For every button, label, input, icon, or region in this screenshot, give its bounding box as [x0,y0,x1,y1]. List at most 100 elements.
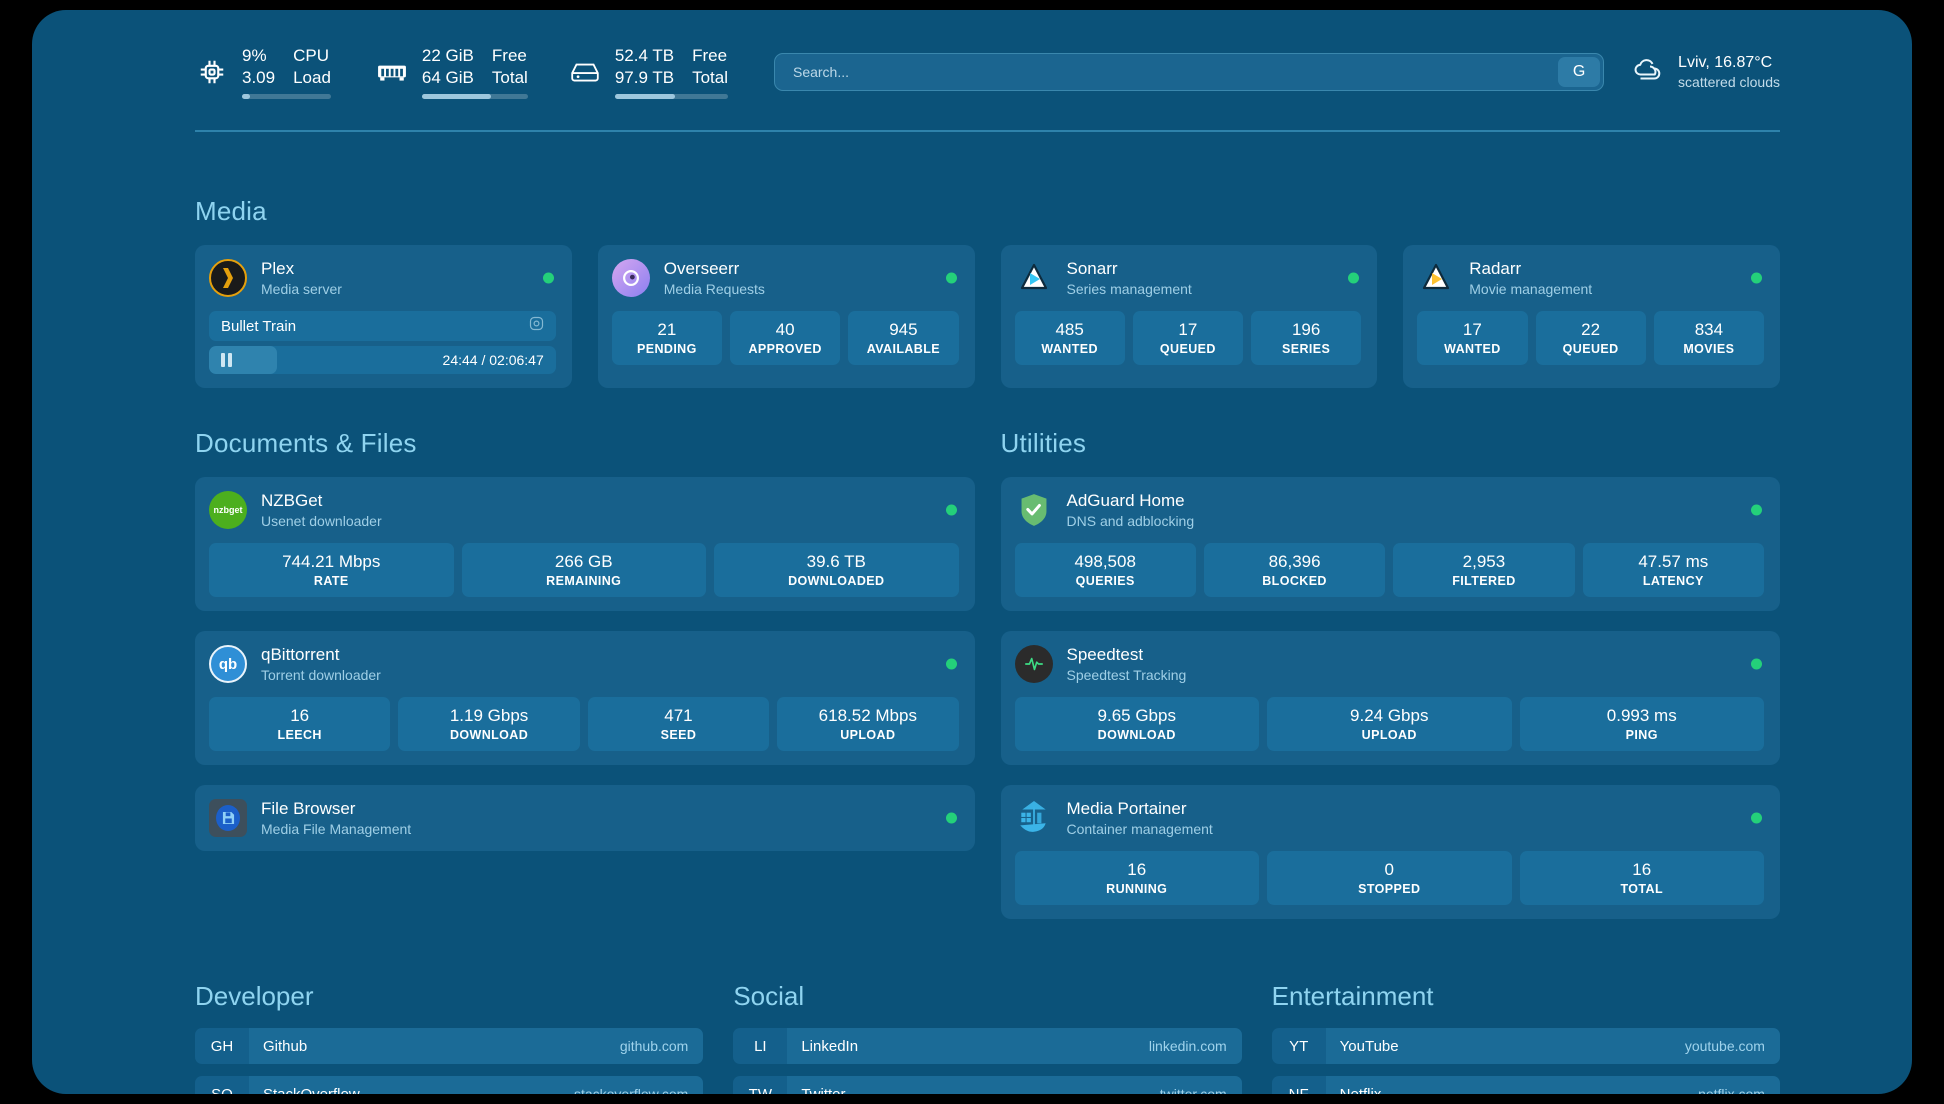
disk-usage-bar [614,94,728,99]
gear-icon[interactable] [529,316,544,336]
bookmark-url: youtube.com [1684,1038,1765,1054]
stat-cell: 17 WANTED [1417,311,1528,365]
bookmark-url: linkedin.com [1148,1038,1227,1054]
stat-value: 498,508 [1074,552,1136,571]
status-badge [945,658,957,670]
cpu-stat-group: 9% 3.09 CPU Load [195,45,331,99]
status-badge [945,272,957,284]
disk-free-value: 52.4 TB [614,46,675,65]
service-card-qbittorrent[interactable]: qb qBittorrent Torrent downloader 16 LEE… [195,631,975,765]
weather-condition: scattered clouds [1678,74,1780,90]
portainer-icon [1015,799,1053,837]
service-card-plex[interactable]: Plex Media server Bullet Train [195,245,572,388]
stat-cell: 21 PENDING [611,311,722,365]
memory-label-bottom: Total [491,68,528,87]
cpu-label-top: CPU [293,46,329,65]
bookmark-abbr: GH [195,1028,249,1064]
stat-label: SERIES [1282,342,1331,356]
stat-cell: 266 GB REMAINING [461,543,706,597]
bookmark-name: Netflix [1339,1085,1382,1095]
stat-label: REMAINING [546,574,622,588]
weather-location-temp: Lviv, 16.87°C [1678,54,1773,71]
stat-cell: 744.21 Mbps RATE [209,543,454,597]
service-card-filebrowser[interactable]: File Browser Media File Management [195,785,975,851]
service-card-speedtest[interactable]: Speedtest Speedtest Tracking 9.65 Gbps D… [1000,631,1780,765]
stat-cell: 196 SERIES [1251,311,1362,365]
bookmark-url: github.com [619,1038,689,1054]
bookmark-link[interactable]: SO StackOverflow stackoverflow.com [195,1076,704,1094]
stat-value: 16 [1127,860,1147,879]
stat-value: 834 [1694,320,1724,339]
service-desc: Media Requests [663,281,765,297]
stat-cell: 16 TOTAL [1519,851,1764,905]
pause-icon[interactable] [221,353,232,367]
status-badge [945,812,957,824]
now-playing-title: Bullet Train [221,317,297,335]
service-card-radarr[interactable]: Radarr Movie management 17 WANTED 22 QUE… [1403,245,1780,388]
stat-cell: 9.24 Gbps UPLOAD [1267,697,1512,751]
stat-cell: 17 QUEUED [1132,311,1243,365]
bookmark-group-title: Developer [195,981,314,1011]
service-card-overseerr[interactable]: Overseerr Media Requests 21 PENDING 40 A… [597,245,975,388]
stat-label: PENDING [636,342,697,356]
stat-value: 485 [1055,320,1084,339]
stat-value: 2,953 [1462,552,1506,571]
disk-total-value: 97.9 TB [614,68,675,87]
bookmark-link[interactable]: TW Twitter twitter.com [733,1076,1242,1095]
service-card-nzbget[interactable]: nzbget NZBGet Usenet downloader 744.21 M… [195,477,975,611]
bookmark-name: Twitter [801,1085,846,1095]
playback-time: 24:44 / 02:06:47 [442,352,544,368]
search-input[interactable]: Search... G [773,53,1605,91]
service-desc: Container management [1066,821,1213,837]
bookmark-link[interactable]: GH Github github.com [195,1028,704,1064]
memory-total-value: 64 GiB [421,68,474,87]
sonarr-icon [1015,259,1053,297]
memory-usage-bar [421,94,528,99]
qbittorrent-icon: qb [209,645,247,683]
stat-label: WANTED [1041,342,1098,356]
stat-value: 945 [889,320,918,339]
bookmark-link[interactable]: NF Netflix netflix.com [1271,1076,1780,1095]
documents-section: Documents & Files nzbget NZBGet Usenet d… [195,428,975,919]
service-name: Radarr [1469,259,1522,278]
service-desc: Usenet downloader [261,513,382,529]
stat-cell: 86,396 BLOCKED [1203,543,1386,597]
stat-cell: 618.52 Mbps UPLOAD [777,697,959,751]
stat-value: 86,396 [1268,552,1321,571]
bookmark-link[interactable]: LI LinkedIn linkedin.com [733,1028,1242,1064]
stat-value: 9.24 Gbps [1350,706,1429,725]
status-badge [1751,272,1762,284]
bookmark-url: stackoverflow.com [573,1086,689,1094]
overseerr-icon [611,259,650,297]
plex-icon [209,259,247,297]
bookmark-url: twitter.com [1159,1086,1227,1094]
stat-value: 21 [657,320,677,339]
stat-cell: 39.6 TB DOWNLOADED [714,543,959,597]
stat-cell: 471 SEED [587,697,770,751]
service-card-portainer[interactable]: Media Portainer Container management 16 … [1000,785,1780,919]
stat-value: 196 [1291,320,1321,339]
service-name: qBittorrent [261,645,340,664]
cpu-load-value: 3.09 [242,68,276,87]
stat-label: LEECH [277,728,322,742]
playback-progress-bar[interactable]: 24:44 / 02:06:47 [209,346,556,374]
status-badge [1751,812,1762,824]
search-provider-button[interactable]: G [1558,57,1601,87]
service-desc: Media server [261,281,342,297]
service-card-adguard[interactable]: AdGuard Home DNS and adblocking 498,508 … [1000,477,1780,611]
bookmark-link[interactable]: YT YouTube youtube.com [1271,1028,1780,1064]
stat-label: FILTERED [1452,574,1516,588]
service-name: AdGuard Home [1066,491,1185,510]
stat-cell: 0.993 ms PING [1519,697,1764,751]
stat-cell: 16 LEECH [209,697,391,751]
stat-value: 16 [1632,860,1652,879]
service-card-sonarr[interactable]: Sonarr Series management 485 WANTED 17 Q… [1000,245,1378,388]
stat-label: BLOCKED [1262,574,1327,588]
stat-label: DOWNLOAD [449,728,529,742]
stat-value: 9.65 Gbps [1097,706,1176,725]
stat-label: DOWNLOAD [1097,728,1176,742]
stat-label: QUEUED [1562,342,1619,356]
service-desc: Series management [1066,281,1192,297]
stat-cell: 2,953 FILTERED [1393,543,1575,597]
status-badge [945,504,957,516]
